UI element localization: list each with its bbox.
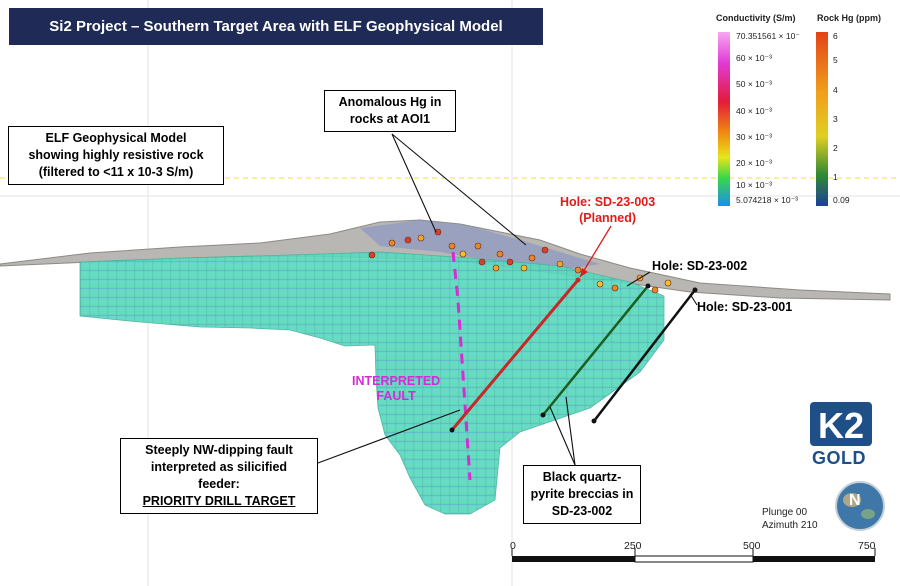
callout-line: Black quartz- <box>542 470 622 484</box>
rock-hg-tick: 4 <box>833 85 838 95</box>
conductivity-tick: 60 × 10⁻³ <box>736 53 772 63</box>
fault-label-line: FAULT <box>376 389 416 403</box>
hole-label-sd-23-001: Hole: SD-23-001 <box>697 300 793 314</box>
rock-hg-tick: 0.09 <box>833 195 850 205</box>
conductivity-tick: 5.074218 × 10⁻³ <box>736 195 798 205</box>
rock-hg-tick: 1 <box>833 172 838 182</box>
drill-hole-sd-23-003 <box>450 279 580 431</box>
drill-hole-sd-23-002 <box>542 285 649 416</box>
callout-fault-target: Steeply NW-dipping fault interpreted as … <box>120 438 318 514</box>
callout-elf-model: ELF Geophysical Model showing highly res… <box>8 126 224 185</box>
rock-hg-tick: 2 <box>833 143 838 153</box>
scale-bar <box>511 548 876 563</box>
logo-mark: K2 <box>818 405 864 446</box>
hole-label-status: (Planned) <box>579 211 637 225</box>
conductivity-tick: 70.351561 × 10⁻ <box>736 31 800 41</box>
hole-label-name: Hole: SD-23-003 <box>560 195 656 209</box>
leader-lines <box>317 133 698 466</box>
callout-line: (filtered to <11 x 10-3 S/m) <box>38 165 194 179</box>
compass-north-label: N <box>849 492 861 509</box>
conductivity-color-bar <box>718 32 730 206</box>
priority-target-label: PRIORITY DRILL TARGET <box>142 494 296 508</box>
callout-line: interpreted as silicified <box>150 460 288 474</box>
planned-hole-arrow <box>579 225 612 278</box>
scale-tick-label: 250 <box>624 540 642 552</box>
plunge-value: Plunge 00 <box>762 507 808 518</box>
conductivity-tick: 40 × 10⁻³ <box>736 106 772 116</box>
interpreted-fault-label: INTERPRETED FAULT <box>352 374 440 404</box>
rock-hg-color-bar <box>816 32 828 206</box>
rock-hg-tick: 5 <box>833 55 838 65</box>
callout-line: showing highly resistive rock <box>28 148 204 162</box>
k2-logo-icon: K2 <box>806 400 876 448</box>
logo-wordmark: GOLD <box>812 448 866 468</box>
drill-hole-sd-23-001 <box>593 289 696 422</box>
conductivity-tick: 20 × 10⁻³ <box>736 158 772 168</box>
interpreted-fault-line <box>451 251 472 481</box>
callout-line: feeder: <box>198 477 240 491</box>
callout-line: SD-23-002 <box>551 504 613 518</box>
conductivity-tick: 30 × 10⁻³ <box>736 132 772 142</box>
callout-line: Anomalous Hg in <box>338 95 442 109</box>
azimuth-value: Azimuth 210 <box>762 520 818 531</box>
page-title: Si2 Project – Southern Target Area with … <box>9 8 543 45</box>
callout-anomalous-hg: Anomalous Hg in rocks at AOI1 <box>324 90 456 132</box>
orientation-readout: Plunge 00 Azimuth 210 <box>762 506 818 532</box>
rock-hg-tick: 3 <box>833 114 838 124</box>
callout-breccias: Black quartz- pyrite breccias in SD-23-0… <box>523 465 641 524</box>
hole-label-sd-23-002: Hole: SD-23-002 <box>652 259 748 273</box>
scale-tick-label: 750 <box>858 540 876 552</box>
fault-label-line: INTERPRETED <box>352 374 441 388</box>
scale-tick-label: 500 <box>743 540 761 552</box>
callout-line: Steeply NW-dipping fault <box>145 443 293 457</box>
callout-line: ELF Geophysical Model <box>45 131 187 145</box>
callout-line: pyrite breccias in <box>530 487 634 501</box>
hole-label-sd-23-003: Hole: SD-23-003 (Planned) <box>560 194 655 226</box>
rock-hg-legend-title: Rock Hg (ppm) <box>817 13 881 23</box>
compass-globe-icon <box>835 481 885 531</box>
hole-collars <box>449 277 698 433</box>
callout-line: rocks at AOI1 <box>349 112 431 126</box>
conductivity-tick: 50 × 10⁻³ <box>736 79 772 89</box>
conductivity-legend-title: Conductivity (S/m) <box>716 13 796 23</box>
rock-hg-tick: 6 <box>833 31 838 41</box>
arrow-head-icon <box>580 268 588 277</box>
conductivity-tick: 10 × 10⁻³ <box>736 180 772 190</box>
rock-hg-samples <box>368 228 672 294</box>
scale-tick-label: 0 <box>510 540 516 552</box>
